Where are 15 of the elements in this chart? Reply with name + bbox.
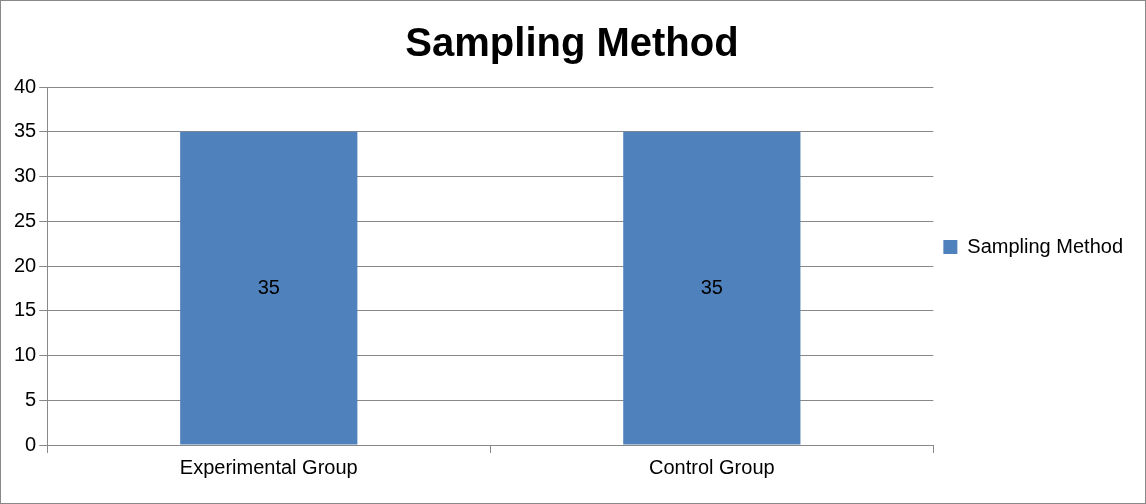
y-tick-label: 5: [25, 387, 37, 410]
y-tick-label: 35: [14, 119, 37, 142]
y-tick-label: 0: [25, 432, 37, 455]
y-tick-label: 30: [14, 164, 37, 187]
chart-title: Sampling Method: [405, 20, 739, 65]
y-tick-label: 15: [14, 298, 37, 321]
x-tick-label: Experimental Group: [179, 455, 358, 478]
y-tick-label: 40: [14, 74, 37, 97]
y-tick-label: 20: [14, 253, 37, 276]
data-label: 35: [257, 275, 280, 298]
y-tick-label: 25: [14, 208, 37, 231]
x-tick-label: Control Group: [649, 455, 775, 478]
data-label: 35: [700, 275, 723, 298]
legend-label: Sampling Method: [967, 234, 1124, 257]
y-tick-label: 10: [14, 343, 37, 366]
